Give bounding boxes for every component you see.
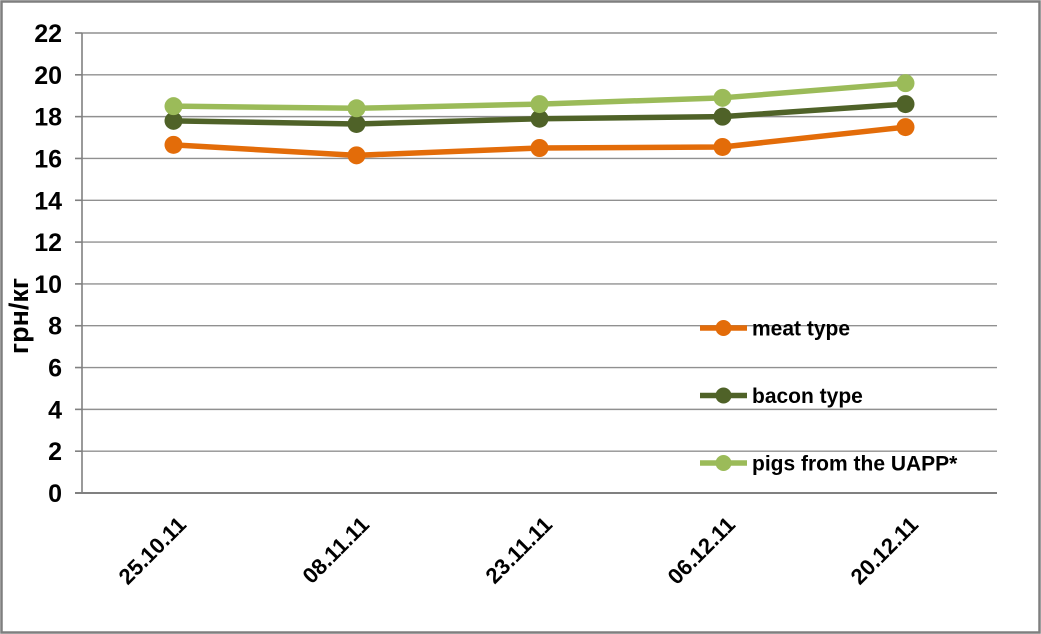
legend-label-0: meat type bbox=[752, 318, 850, 341]
series-0-marker-3 bbox=[713, 137, 732, 156]
legend-label-1: bacon type bbox=[752, 385, 863, 408]
y-tick-label-4: 4 bbox=[48, 396, 62, 424]
series-1-marker-0 bbox=[164, 111, 183, 130]
y-tick-label-2: 2 bbox=[48, 438, 62, 466]
y-tick-label-6: 6 bbox=[48, 355, 62, 383]
legend-swatch-marker-1 bbox=[715, 387, 732, 404]
y-tick-label-12: 12 bbox=[34, 229, 62, 257]
legend-swatch-marker-0 bbox=[715, 320, 732, 336]
series-2-marker-2 bbox=[530, 95, 549, 114]
y-tick-label-0: 0 bbox=[48, 480, 62, 508]
series-2-marker-1 bbox=[347, 99, 366, 118]
legend-swatch-marker-2 bbox=[715, 455, 732, 471]
series-1-marker-4 bbox=[896, 95, 915, 114]
y-tick-label-14: 14 bbox=[34, 187, 62, 215]
series-2-marker-0 bbox=[164, 97, 183, 116]
y-tick-label-22: 22 bbox=[34, 20, 62, 48]
series-1-marker-3 bbox=[713, 107, 732, 126]
series-0-marker-4 bbox=[896, 118, 915, 137]
series-0-marker-1 bbox=[347, 146, 366, 165]
y-tick-label-8: 8 bbox=[48, 313, 62, 341]
y-tick-label-16: 16 bbox=[34, 145, 62, 173]
series-0-marker-0 bbox=[164, 135, 183, 154]
series-2-marker-4 bbox=[896, 74, 915, 93]
y-tick-label-10: 10 bbox=[34, 271, 62, 299]
series-1-marker-2 bbox=[530, 109, 549, 128]
y-tick-label-20: 20 bbox=[34, 62, 62, 90]
series-0-marker-2 bbox=[530, 139, 549, 157]
legend-label-2: pigs from the UAPP* bbox=[752, 453, 958, 476]
y-tick-label-18: 18 bbox=[34, 104, 62, 132]
series-2-marker-3 bbox=[713, 88, 732, 107]
y-axis-title: грн/кг bbox=[4, 278, 34, 354]
series-1-marker-1 bbox=[347, 114, 366, 133]
